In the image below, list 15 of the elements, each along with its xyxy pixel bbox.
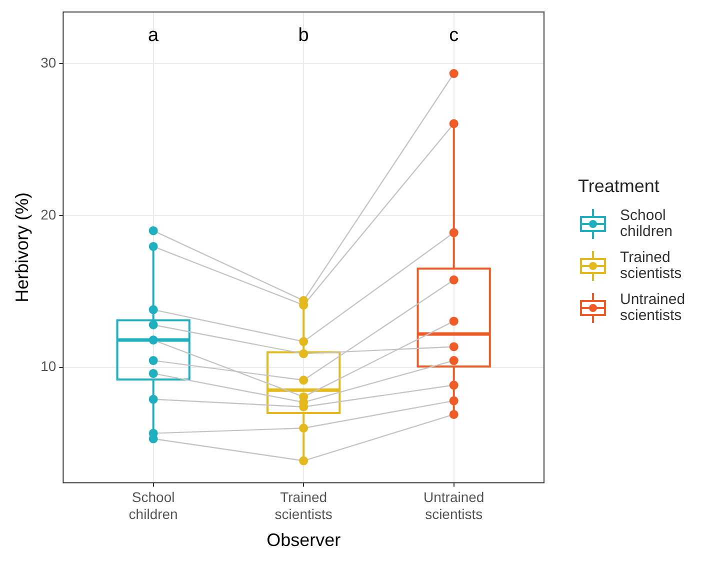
- annotation: a: [148, 25, 160, 46]
- x-axis-title: Observer: [266, 530, 341, 550]
- annotation: b: [298, 25, 309, 46]
- x-tick-label: School children: [128, 489, 178, 522]
- x-tick-label: Trained scientists: [274, 489, 332, 522]
- y-axis-title: Herbivory (%): [12, 192, 32, 302]
- y-tick-label: 30: [40, 54, 56, 70]
- legend-label: Trained scientists: [620, 249, 682, 282]
- y-tick-label: 20: [40, 206, 56, 222]
- legend-label: School children: [620, 207, 673, 240]
- legend-label: Untrained scientists: [620, 291, 686, 324]
- legend-title: Treatment: [578, 176, 660, 197]
- x-tick-label: Untrained scientists: [423, 489, 484, 522]
- annotation: c: [449, 25, 459, 46]
- y-tick-label: 10: [40, 358, 56, 374]
